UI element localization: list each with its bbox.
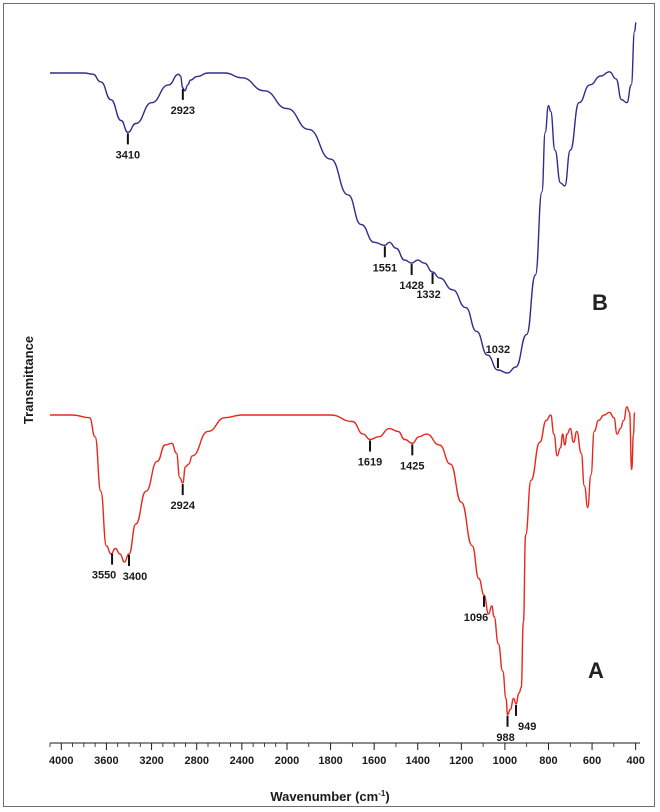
peak-annotation: 1619 bbox=[358, 440, 382, 469]
series-line-a bbox=[50, 406, 636, 716]
peak-annotation: 1032 bbox=[486, 344, 510, 368]
peak-annotation: 1096 bbox=[464, 595, 488, 624]
x-tick-label: 3200 bbox=[139, 755, 163, 767]
spectrum-label-a: A bbox=[588, 658, 604, 683]
x-tick-label: 3600 bbox=[94, 755, 118, 767]
x-tick-marks bbox=[49, 743, 637, 750]
x-tick-label: 1000 bbox=[493, 755, 517, 767]
x-tick-label: 600 bbox=[583, 755, 601, 767]
peak-label: 988 bbox=[496, 732, 514, 744]
spectra bbox=[50, 21, 637, 716]
x-tick-label: 1200 bbox=[449, 755, 473, 767]
x-axis-title-main: Wavenumber (cm bbox=[270, 789, 378, 804]
x-axis-title: Wavenumber (cm-1) bbox=[270, 789, 389, 804]
x-tick-label: 1800 bbox=[318, 755, 342, 767]
series-line-b bbox=[50, 21, 637, 374]
peak-annotation: 3550 bbox=[92, 553, 116, 582]
x-axis-title-close: ) bbox=[385, 789, 389, 804]
peak-annotation: 2923 bbox=[171, 88, 195, 117]
x-tick-labels: 4000 3600 3200 2800 2400 2000 1800 1600 1400 1200… bbox=[49, 755, 645, 767]
peak-annotation: 988 bbox=[496, 715, 515, 744]
x-tick-label: 2000 bbox=[275, 755, 299, 767]
peak-label: 1551 bbox=[373, 262, 397, 274]
figure-frame bbox=[3, 3, 655, 807]
peak-label: 3400 bbox=[123, 571, 147, 583]
x-tick-label: 1400 bbox=[405, 755, 429, 767]
peak-label: 1428 bbox=[399, 280, 423, 292]
peak-label: 1425 bbox=[400, 460, 424, 472]
x-tick-label: 1600 bbox=[362, 755, 386, 767]
x-tick-label: 800 bbox=[539, 755, 557, 767]
x-tick-label: 2400 bbox=[230, 755, 254, 767]
x-axis-title-superscript: -1 bbox=[378, 789, 386, 798]
peak-annotation: 949 bbox=[515, 704, 536, 733]
peak-annotation: 2924 bbox=[170, 484, 196, 512]
peak-annotation: 3410 bbox=[116, 133, 140, 161]
peak-label: 2923 bbox=[171, 105, 195, 117]
x-tick-label: 400 bbox=[626, 755, 644, 767]
peak-annotation: 1332 bbox=[416, 272, 441, 301]
x-axis: 4000 3600 3200 2800 2400 2000 1800 1600 1400 1200… bbox=[49, 742, 645, 767]
peak-annotation: 3400 bbox=[123, 554, 147, 583]
peak-label: 1096 bbox=[464, 612, 488, 624]
peak-label: 1619 bbox=[358, 457, 382, 469]
x-tick-label: 4000 bbox=[49, 755, 73, 767]
peak-label: 2924 bbox=[170, 500, 195, 512]
peak-annotation: 1425 bbox=[400, 444, 425, 472]
x-tick-label: 2800 bbox=[184, 755, 208, 767]
peak-annotation: 1551 bbox=[373, 246, 397, 274]
y-axis-title: Transmittance bbox=[21, 336, 36, 424]
peak-annotation: 1428 bbox=[399, 264, 424, 292]
peak-label: 1332 bbox=[416, 289, 440, 301]
peak-label: 3410 bbox=[116, 149, 140, 161]
peak-label: 1032 bbox=[486, 344, 510, 356]
spectrum-label-b: B bbox=[592, 290, 608, 315]
peak-label: 3550 bbox=[92, 570, 116, 582]
peak-label: 949 bbox=[518, 721, 536, 733]
